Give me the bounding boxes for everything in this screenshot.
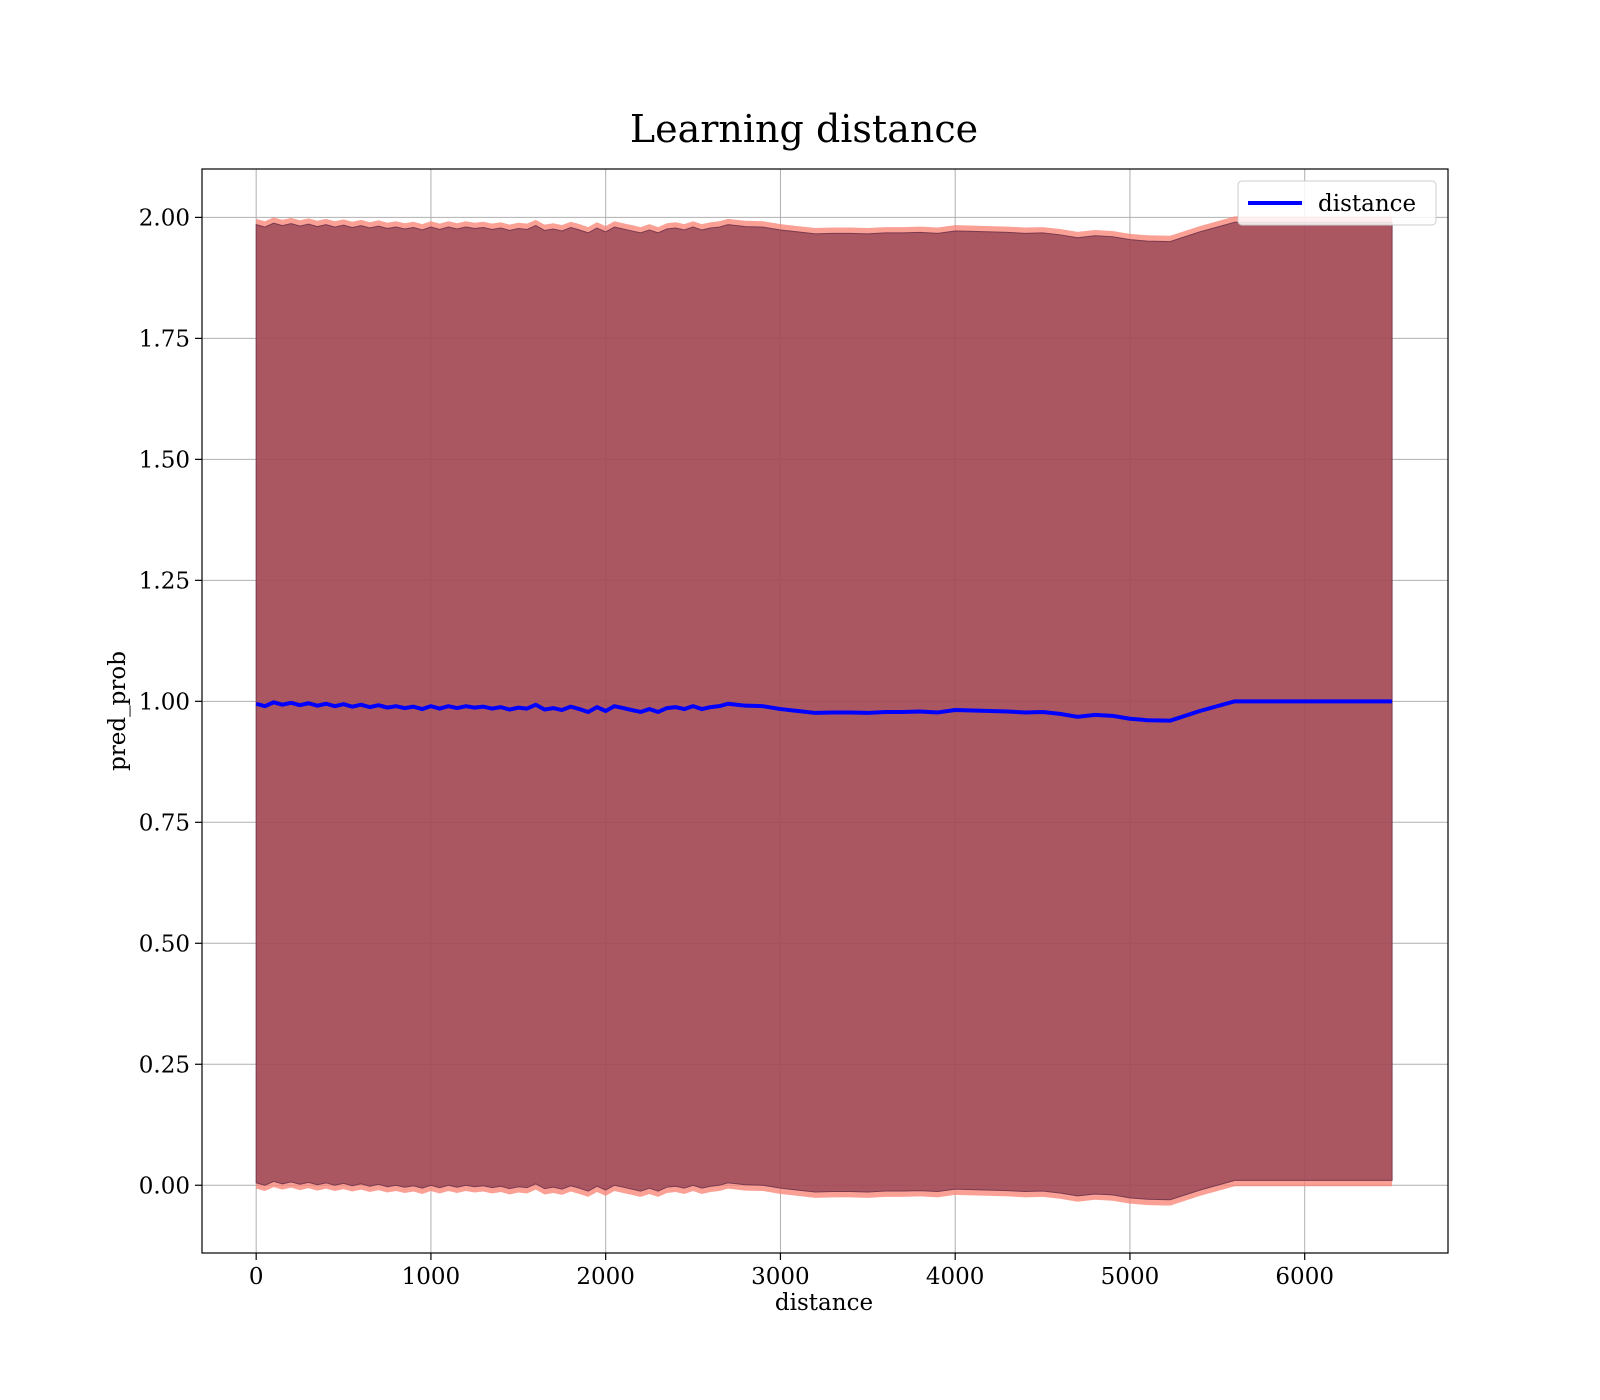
y-tick-label: 1.25	[139, 568, 190, 594]
y-tick-label: 0.00	[139, 1173, 190, 1199]
y-axis-ticks: 0.00 0.25 0.50 0.75 1.00 1.25 1.50 1.75 2.00	[139, 205, 202, 1199]
x-tick-label: 3000	[751, 1264, 810, 1290]
y-tick-label: 0.75	[139, 810, 190, 836]
plot-frame	[201, 168, 1449, 1254]
chart-title: Learning distance	[630, 107, 978, 151]
x-axis-label: distance	[775, 1290, 873, 1316]
x-axis-ticks: 0 1000 2000 3000 4000 5000 6000	[249, 1253, 1334, 1290]
x-tick-label: 1000	[402, 1264, 461, 1290]
y-tick-label: 1.75	[139, 326, 190, 352]
y-tick-label: 2.00	[139, 205, 190, 231]
y-axis-label: pred_prob	[105, 651, 131, 771]
x-tick-label: 5000	[1101, 1264, 1160, 1290]
y-tick-label: 0.25	[139, 1052, 190, 1078]
legend: distance	[1237, 180, 1437, 226]
series-line-layer	[255, 699, 1393, 723]
y-tick-label: 1.00	[139, 689, 190, 715]
x-tick-label: 2000	[576, 1264, 635, 1290]
x-tick-label: 6000	[1275, 1264, 1334, 1290]
y-tick-label: 0.50	[139, 931, 190, 957]
x-tick-label: 0	[249, 1264, 264, 1290]
x-tick-label: 4000	[926, 1264, 985, 1290]
legend-box	[1237, 180, 1437, 226]
series-line-distance	[255, 699, 1393, 723]
legend-entry-label: distance	[1318, 191, 1416, 217]
y-tick-label: 1.50	[139, 447, 190, 473]
